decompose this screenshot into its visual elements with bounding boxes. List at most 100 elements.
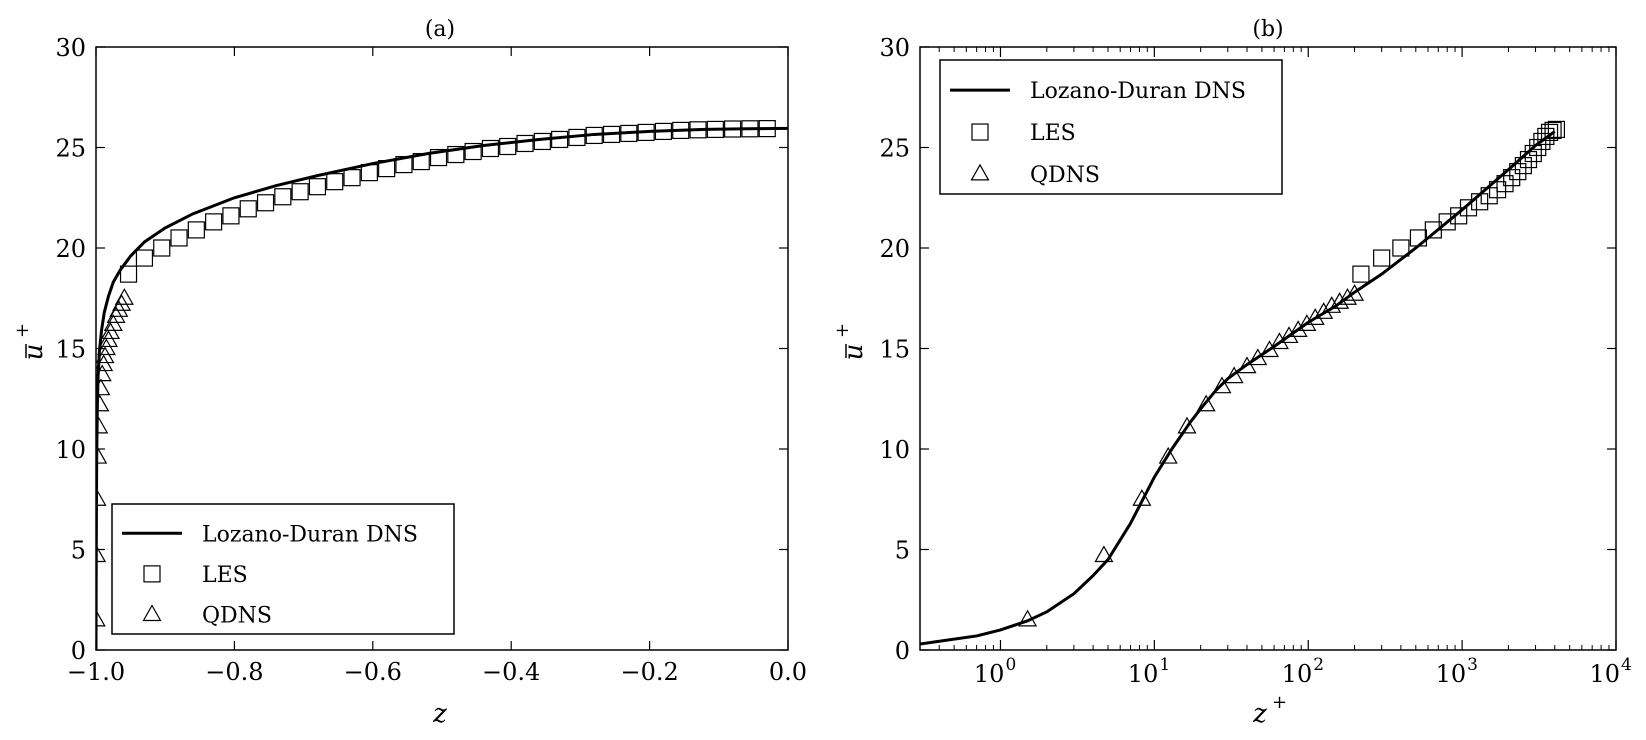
panel-b-les-point [1519, 150, 1538, 169]
panel-a-les-point [429, 148, 448, 167]
panel-a-xtick-label: −0.4 [482, 658, 540, 686]
panel-a-les-point [222, 207, 240, 225]
panel-a-les-point [533, 132, 551, 151]
panel-b-qdns-point [1288, 320, 1308, 338]
panel-b-les-point [1509, 163, 1527, 181]
panel-a-ytick-label: 20 [55, 235, 86, 263]
panel-a-les-point [551, 130, 569, 149]
panel-b-ytick-label: 0 [895, 637, 910, 665]
panel-a-ytick-label: 25 [55, 135, 86, 163]
panel-b-ylabel: u + [832, 323, 869, 360]
panel-a-les-point [706, 120, 724, 139]
panel-b-xtick-exponent: 4 [1621, 655, 1632, 675]
panel-b-xtick-label: 10 [1589, 660, 1620, 688]
panel-a-ylabel-text: u [19, 344, 49, 361]
panel-b-les-point [1352, 265, 1370, 283]
panel-a-les-point [447, 145, 465, 164]
panel-b-ylabel-sup: + [832, 323, 853, 338]
panel-b-qdns-point [1177, 416, 1197, 434]
panel-b-xtick-exponent: 1 [1159, 655, 1170, 675]
panel-a-les-point [637, 123, 655, 142]
panel-b-series-square [1352, 120, 1566, 283]
panel-a-les-point [602, 125, 621, 144]
panel-a-les-point [395, 155, 413, 174]
panel-b-title: (b) [1252, 17, 1283, 42]
panel-a-les-point [187, 221, 205, 239]
panel-b-qdns-point [1345, 284, 1365, 301]
panel-b-ytick-label: 15 [879, 336, 910, 364]
panel-a-les-point [620, 124, 638, 143]
panel-a-ytick-label: 5 [71, 537, 86, 565]
panel-a-ylabel-sup: + [12, 323, 33, 338]
panel-b-qdns-point [1132, 489, 1152, 506]
panel-b-ytick-label: 25 [879, 135, 910, 163]
panel-b-qdns-point [1322, 296, 1342, 313]
panel-b-ytick-label: 10 [879, 436, 910, 464]
panel-b-les-point [1524, 144, 1542, 163]
panel-b-ytick-label: 5 [895, 537, 910, 565]
panel-b-les-point [1514, 156, 1532, 175]
panel-b-legend-square-swatch [971, 123, 989, 141]
panel-b-qdns-point [1314, 302, 1334, 319]
panel-b-legend-label: LES [1030, 121, 1076, 146]
panel-b-les-point [1409, 229, 1428, 247]
panel-a-legend-square-swatch [143, 565, 161, 583]
panel-b-qdns-point [1305, 308, 1325, 325]
panel-a-qdns-point [96, 416, 109, 434]
panel-a-les-point [274, 188, 292, 206]
panel-b-les-point [1373, 249, 1391, 267]
panel-b-qdns-point [1196, 394, 1216, 412]
panel-a-les-point [499, 137, 517, 156]
panel-a-les-point [741, 120, 759, 138]
panel-a-ytick-label: 30 [55, 34, 86, 62]
panel-b-les-point [1547, 120, 1566, 139]
panel-b-ytick-label: 30 [879, 34, 910, 62]
panel-a-les-point [343, 169, 361, 187]
panel-b-les-point [1537, 127, 1555, 146]
panel-b-ytick-label: 20 [879, 235, 910, 263]
panel-a-les-point [119, 265, 138, 283]
panel-a-legend-label: LES [202, 563, 248, 588]
panel-a-les-point [672, 121, 690, 140]
panel-a-les-point [654, 122, 673, 141]
panel-a-qdns-point [96, 394, 110, 412]
panel-b-qdns-point [1279, 326, 1299, 344]
panel-a-xtick-label: −0.8 [205, 658, 263, 686]
panel-a-ytick-label: 0 [71, 637, 86, 665]
panel-a-xtick-label: −0.6 [344, 658, 402, 686]
panel-a-qdns-point [96, 489, 107, 506]
panel-a-les-point [326, 173, 344, 191]
panel-a-series-triangle [96, 288, 134, 627]
panel-a-legend: Lozano-Duran DNS LES QDNS [111, 503, 455, 635]
panel-b-qdns-point [1297, 314, 1317, 331]
panel-b-les-point [1459, 199, 1478, 217]
panel-a-qdns-point [96, 378, 111, 396]
panel-b-xlabel: z + [1252, 692, 1287, 729]
panel-a-qdns-point [96, 446, 108, 464]
panel-a: (a) z u + 0 5 10 15 20 25 30 −1.0 −0.8 −0.6 −0.4 −0… [12, 17, 807, 729]
panel-a-les-point [378, 160, 396, 178]
panel-b-les-point [1503, 169, 1521, 187]
panel-a-les-point [256, 194, 275, 212]
panel-a-les-point [205, 213, 223, 231]
panel-a-xtick-label: −0.2 [620, 658, 678, 686]
panel-b-xtick-exponent: 0 [1005, 655, 1016, 675]
panel-a-les-point [239, 200, 257, 218]
panel-a-ylabel: u + [12, 323, 49, 360]
panel-b-legend-box [939, 59, 1283, 195]
panel-b-xtick-label: 10 [974, 660, 1005, 688]
panel-b-qdns-point [1094, 545, 1114, 563]
panel-b-qdns-point [1224, 366, 1244, 384]
panel-a-les-point [568, 128, 586, 147]
panel-a-legend-label: Lozano-Duran DNS [202, 522, 418, 547]
panel-b-les-point [1544, 121, 1562, 140]
panel-a-les-point [135, 249, 154, 267]
panel-b-qdns-point [1330, 292, 1350, 309]
panel-a-qdns-point [114, 288, 134, 305]
panel-a-les-point [308, 178, 327, 196]
panel-a-les-point [412, 152, 430, 171]
panel-b-series-triangle [1018, 284, 1365, 627]
panel-b-xtick-exponent: 3 [1467, 655, 1478, 675]
panel-b-legend: Lozano-Duran DNS LES QDNS [939, 59, 1283, 195]
panel-a-les-point [360, 164, 378, 182]
